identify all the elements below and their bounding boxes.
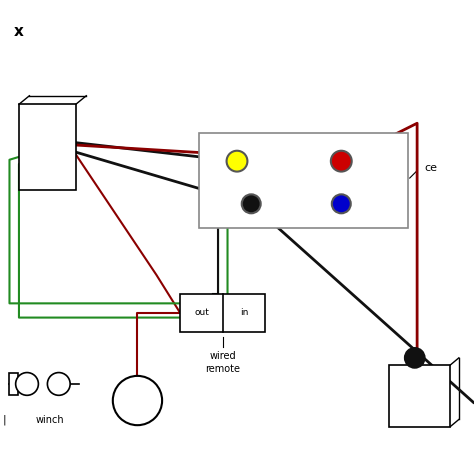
Bar [19, 104, 76, 190]
Text: |: | [3, 415, 7, 425]
Bar [180, 294, 265, 332]
Text: out: out [194, 309, 209, 317]
Circle shape [242, 194, 261, 213]
Bar [389, 365, 450, 427]
Bar [25, 377, 33, 391]
Text: wired: wired [210, 351, 236, 361]
Bar [54, 377, 63, 391]
Text: x: x [14, 24, 24, 39]
Text: ce: ce [424, 163, 437, 173]
Bar [199, 133, 408, 228]
Circle shape [16, 373, 38, 395]
Circle shape [47, 373, 70, 395]
Text: winch: winch [36, 415, 64, 425]
Circle shape [405, 348, 424, 367]
Circle shape [113, 376, 162, 425]
Text: IGN: IGN [128, 402, 147, 413]
Bar [9, 373, 18, 395]
Text: in: in [240, 309, 248, 317]
Text: Ba: Ba [414, 389, 431, 402]
Circle shape [331, 151, 352, 172]
Circle shape [227, 151, 247, 172]
Circle shape [332, 194, 351, 213]
Text: 12 V: 12 V [125, 389, 150, 400]
Text: remote: remote [205, 364, 240, 374]
